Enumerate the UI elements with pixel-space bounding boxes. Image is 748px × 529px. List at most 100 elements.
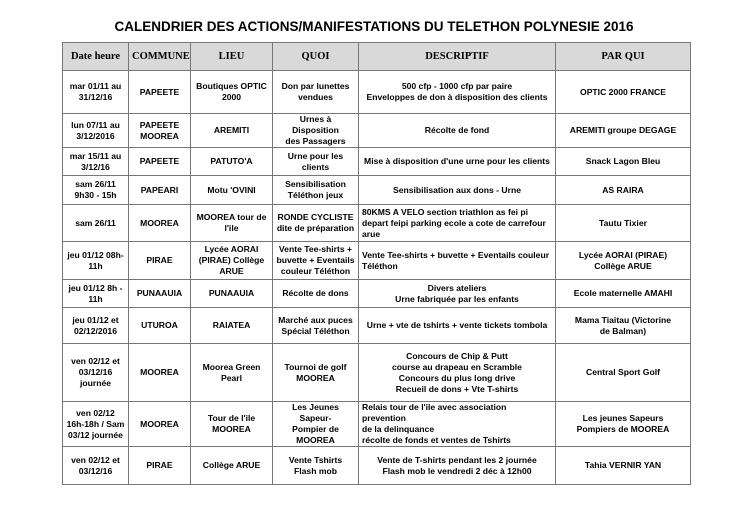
table-cell: PAPEETE bbox=[128, 70, 191, 114]
table-cell: AREMITI bbox=[190, 113, 273, 148]
cell-line: Ecole maternelle AMAHI bbox=[573, 288, 673, 298]
table-cell: MOOREA bbox=[128, 401, 191, 447]
cell-line: AS RAIRA bbox=[602, 184, 644, 195]
cell-line: Moorea Green bbox=[202, 361, 261, 372]
header-row: Date heure COMMUNE LIEU QUOI DESCRIPTIF PAR Q… bbox=[62, 42, 691, 71]
table-cell: Concours de Chip & Putt course au drapeau… bbox=[358, 343, 556, 402]
table-row: lun 07/11 au 3/12/2016 PAPEETE MOOREA AREMIT… bbox=[62, 113, 691, 148]
cell-line: Urne + vte de tshirts + vente tickets to… bbox=[366, 320, 548, 330]
cell-line: ARUE bbox=[219, 266, 244, 276]
table-cell: PIRAE bbox=[128, 446, 191, 485]
table-cell: RAIATEA bbox=[190, 307, 273, 344]
cell-line: AREMITI bbox=[213, 125, 250, 135]
cell-line: Collège ARUE bbox=[202, 460, 261, 470]
cell-line: MOOREA bbox=[296, 435, 335, 445]
table-cell: Vente Tee-shirts + buvette + Eventails cou… bbox=[272, 241, 359, 280]
cell-line: PIRAE bbox=[146, 460, 173, 470]
cell-line: Vente de T-shirts pendant les 2 journée bbox=[377, 454, 537, 465]
table-cell: Marché aux puces Spécial Téléthon bbox=[272, 307, 359, 344]
cell-line: PUNAAUIA bbox=[136, 288, 183, 298]
table-cell: ven 02/12 et 03/12/16 bbox=[62, 446, 129, 485]
table-cell: Divers ateliers Urne fabriquée par les en… bbox=[358, 279, 556, 308]
cell-line: Flash mob le vendredi 2 déc à 12h00 bbox=[382, 465, 532, 476]
table-cell: ven 02/12 et 03/12/16 journée bbox=[62, 343, 129, 402]
table-cell: UTUROA bbox=[128, 307, 191, 344]
table-cell: Collège ARUE bbox=[190, 446, 273, 485]
table-cell: PUNAAUIA bbox=[128, 279, 191, 308]
cell-line: clients bbox=[301, 161, 330, 172]
cell-line: Urne pour les bbox=[287, 150, 344, 161]
cell-line: Collège ARUE bbox=[594, 260, 652, 271]
cell-line: Tautu Tixier bbox=[599, 217, 647, 228]
table-cell: jeu 01/12 8h -11h bbox=[62, 279, 129, 308]
cell-line: Mama Tiaitau (Victorine bbox=[574, 314, 672, 325]
cell-line: jeu 01/12 et bbox=[72, 314, 119, 325]
cell-line: 11h bbox=[88, 293, 103, 304]
table-cell: AREMITI groupe DEGAGE bbox=[555, 113, 691, 148]
cell-line: Récolte de fond bbox=[424, 125, 490, 135]
column-header: Date heure bbox=[62, 42, 129, 71]
cell-line: PAPEARI bbox=[140, 184, 179, 195]
cell-line: depart feipi parking ecole a cote de car… bbox=[362, 217, 546, 228]
table-cell: Les jeunes Sapeurs Pompiers de MOOREA bbox=[555, 401, 691, 447]
table-cell: PIRAE bbox=[128, 241, 191, 280]
cell-line: 2000 bbox=[221, 92, 242, 102]
cell-line: PATUTO'A bbox=[210, 156, 253, 166]
cell-line: mar 01/11 au bbox=[69, 81, 122, 91]
cell-line: RAIATEA bbox=[212, 320, 251, 330]
table-cell: Tautu Tixier bbox=[555, 204, 691, 242]
table-row: mar 01/11 au 31/12/16 PAPEETE Boutiques OPT… bbox=[62, 70, 691, 114]
table-cell: Central Sport Golf bbox=[555, 343, 691, 402]
table-row: ven 02/12 et 03/12/16 journée MOOREA Moorea … bbox=[62, 343, 691, 402]
cell-line: PIRAE bbox=[146, 255, 173, 265]
cell-line: Lycée AORAI bbox=[204, 244, 259, 254]
table-cell: Vente Tee-shirts + buvette + Eventails c… bbox=[358, 241, 556, 280]
cell-line: Concours de Chip & Putt bbox=[406, 350, 508, 361]
cell-line: sam 26/11 bbox=[75, 179, 116, 189]
cell-line: RONDE CYCLISTE bbox=[277, 212, 354, 222]
cell-line: course au drapeau en Scramble bbox=[392, 361, 522, 372]
cell-line: Mise à disposition d'une urne pour les c… bbox=[364, 156, 550, 166]
table-row: jeu 01/12 08h- 11h PIRAE Lycée AORAI (PIRAE)… bbox=[62, 241, 691, 280]
table-cell: Urnes à Disposition des Passagers bbox=[272, 113, 359, 148]
table-cell: Sensibilisation aux dons - Urne bbox=[358, 175, 556, 205]
table-cell: PUNAAUIA bbox=[190, 279, 273, 308]
cell-line: MOOREA bbox=[296, 372, 335, 383]
cell-line: Spécial Téléthon bbox=[281, 325, 350, 336]
cell-line: lun 07/11 au bbox=[71, 119, 120, 130]
table-cell: Mise à disposition d'une urne pour les c… bbox=[358, 147, 556, 176]
table-cell: Tournoi de golf MOOREA bbox=[272, 343, 359, 402]
table-cell: PAPEETE MOOREA bbox=[128, 113, 191, 148]
cell-line: 03/12 journée bbox=[68, 429, 123, 440]
cell-line: vendues bbox=[298, 92, 333, 102]
cell-line: Boutiques OPTIC bbox=[196, 81, 267, 91]
column-header: LIEU bbox=[190, 42, 273, 71]
cell-line: Pearl bbox=[220, 372, 243, 383]
cell-line: 03/12/16 bbox=[78, 367, 113, 377]
table-cell: Motu 'OVINI bbox=[190, 175, 273, 205]
cell-line: Recueil de dons + Vte T-shirts bbox=[395, 383, 519, 394]
table-cell: Sensibilisation Téléthon jeux bbox=[272, 175, 359, 205]
table-cell: Tahia VERNIR YAN bbox=[555, 446, 691, 485]
table-cell: sam 26/11 9h30 - 15h bbox=[62, 175, 129, 205]
cell-line: MOOREA bbox=[212, 424, 251, 434]
cell-line: (PIRAE) Collège bbox=[198, 255, 265, 265]
table-cell: PATUTO'A bbox=[190, 147, 273, 176]
cell-line: Téléthon jeux bbox=[287, 190, 344, 200]
cell-line: ven 02/12 et bbox=[71, 454, 120, 465]
table-cell: Lycée AORAI (PIRAE) Collège ARUE bbox=[555, 241, 691, 280]
cell-line: PAPEETE bbox=[139, 86, 180, 97]
table-cell: AS RAIRA bbox=[555, 175, 691, 205]
column-header: COMMUNE bbox=[128, 42, 191, 71]
cell-line: Lycée AORAI (PIRAE) bbox=[578, 249, 668, 260]
table-row: ven 02/12 et 03/12/16 PIRAE Collège ARUE Ven… bbox=[62, 446, 691, 485]
cell-line: Vente Tshirts bbox=[288, 454, 343, 465]
cell-line: Flash mob bbox=[294, 465, 337, 476]
cell-line: 3/12/16 bbox=[81, 161, 110, 172]
cell-line: Central Sport Golf bbox=[585, 367, 660, 377]
table-cell: Mama Tiaitau (Victorine de Balman) bbox=[555, 307, 691, 344]
cell-line: 9h30 - 15h bbox=[74, 190, 117, 200]
column-header: DESCRIPTIF bbox=[358, 42, 556, 71]
cell-line: AREMITI groupe DEGAGE bbox=[569, 125, 677, 135]
